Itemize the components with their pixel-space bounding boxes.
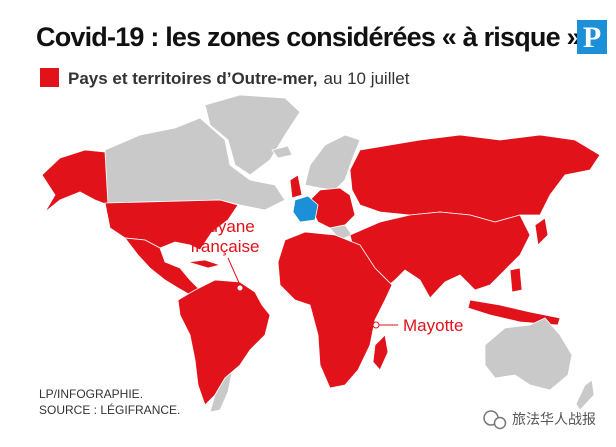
africa [277,231,393,389]
france [292,195,319,223]
watermark-text: 旅法华人战报 [512,411,596,427]
guyane-label: Guyane [195,217,255,236]
indonesia [467,299,561,326]
watermark-icon [493,416,507,430]
madagascar [372,334,389,371]
philippines [509,267,523,293]
world-map [41,94,601,413]
watermark: 旅法华人战报 [483,410,596,430]
uk [289,174,303,199]
mayotte-marker [372,321,380,329]
russia [349,134,601,223]
legend-date: au 10 juillet [323,69,409,88]
annotations: Guyane française Mayotte [191,217,464,335]
legend-label: Pays et territoires d’Outre-mer, [68,69,317,88]
alaska [41,149,109,213]
title: Covid-19 : les zones considérées « à ris… [36,22,581,52]
mayotte-label: Mayotte [403,316,463,335]
south-cone [209,370,233,413]
japan [534,217,549,246]
guyane-marker [236,284,244,292]
legend-text: Pays et territoires d’Outre-mer, au 10 ju… [68,69,410,88]
credit: LP/INFOGRAPHIE. [39,387,143,401]
iceland [271,145,293,159]
legend-swatch [40,68,59,87]
australia [484,317,573,391]
guyane-leader [227,257,241,286]
greenland [204,94,301,176]
logo-box [577,20,607,54]
logo: P [583,21,601,54]
caribbean [187,259,222,269]
credit: SOURCE : LÉGIFRANCE. [39,402,180,417]
guyane-label: française [191,237,260,256]
new-zealand [575,379,595,411]
